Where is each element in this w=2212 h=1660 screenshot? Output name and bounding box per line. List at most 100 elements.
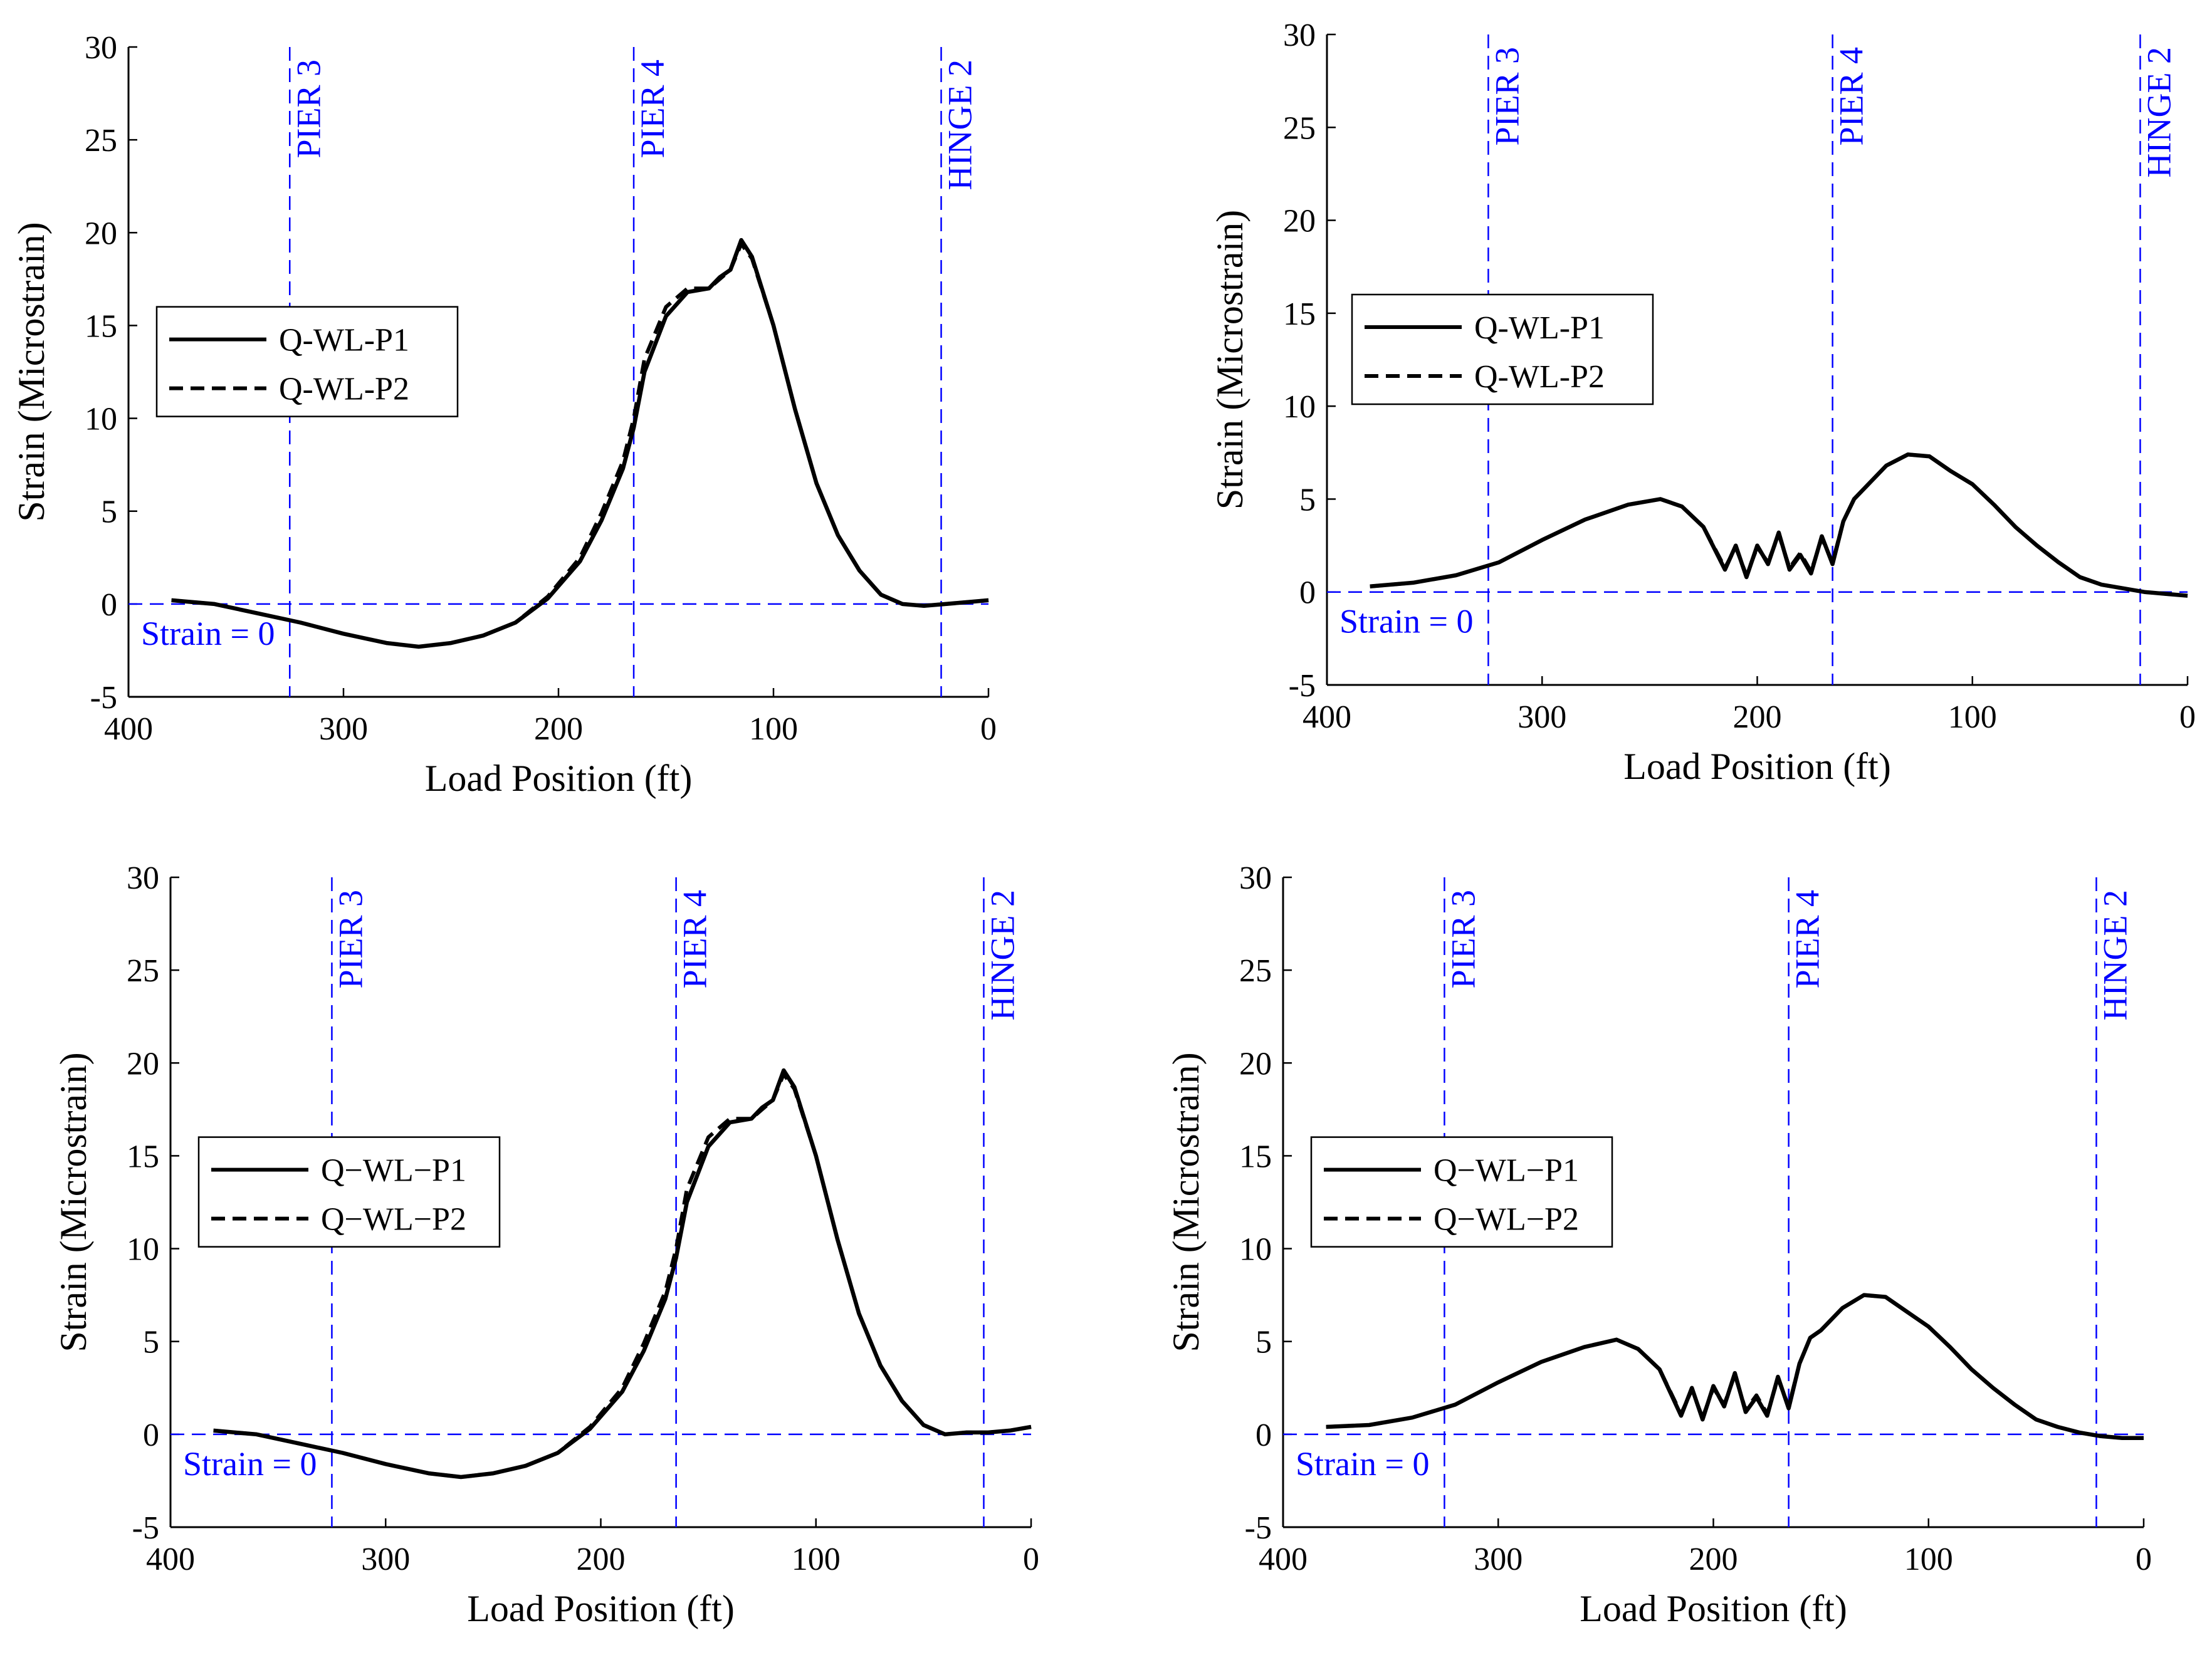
y-tick-label: 20 — [127, 1046, 159, 1082]
y-axis-label: Strain (Microstrain) — [11, 222, 52, 521]
x-tick-label: 200 — [577, 1542, 626, 1577]
y-tick-label: 15 — [1283, 296, 1316, 332]
series-line-p2 — [171, 242, 989, 649]
legend-box — [1351, 293, 1654, 405]
x-tick-label: 200 — [1733, 699, 1782, 735]
legend-entry: Q−WL−P2 — [321, 1202, 466, 1238]
y-tick-label: 15 — [127, 1139, 159, 1174]
chart-panel-bottom-left: -5 0 5 10 15 20 25 30 400 300 200 100 0 Load Position… — [53, 860, 1039, 1629]
y-tick-label: 0 — [1255, 1417, 1272, 1453]
reference-line-label: HINGE 2 — [2140, 47, 2178, 177]
legend-entry: Q−WL−P1 — [1434, 1153, 1579, 1189]
x-tick-label: 0 — [2179, 699, 2196, 735]
reference-line-label: HINGE 2 — [983, 890, 1021, 1020]
chart-panel-top-right: -5 0 5 10 15 20 25 30 400 300 200 100 0 Load Position… — [1209, 18, 2196, 787]
legend-entry: Q-WL-P1 — [279, 323, 409, 358]
y-tick-label: 30 — [1239, 860, 1272, 896]
x-axis-label: Load Position (ft) — [467, 1588, 735, 1629]
reference-line-label: PIER 3 — [290, 60, 327, 159]
chart-panel-bottom-right: -5 0 5 10 15 20 25 30 400 300 200 100 0 Load Position… — [1165, 860, 2152, 1629]
y-tick-label: 10 — [1283, 389, 1316, 425]
x-tick-label: 400 — [146, 1542, 195, 1577]
y-tick-label: -5 — [1245, 1510, 1272, 1546]
reference-line-label: PIER 4 — [1833, 47, 1870, 146]
zero-line-label: Strain = 0 — [183, 1445, 317, 1483]
y-tick-label: 30 — [1283, 18, 1316, 53]
zero-line-label: Strain = 0 — [141, 615, 275, 652]
y-tick-label: 20 — [1283, 204, 1316, 239]
y-tick-label: 30 — [127, 860, 159, 896]
x-tick-label: 400 — [104, 711, 153, 747]
y-tick-label: -5 — [1289, 668, 1316, 704]
reference-line-label: PIER 3 — [332, 890, 369, 989]
x-tick-label: 300 — [361, 1542, 410, 1577]
y-tick-label: 5 — [143, 1325, 159, 1360]
reference-line-label: PIER 4 — [1789, 890, 1827, 989]
series-line-p1 — [213, 1068, 1032, 1480]
x-tick-label: 100 — [1904, 1542, 1953, 1577]
y-tick-label: 30 — [85, 30, 117, 66]
series-line-p2 — [213, 1072, 1032, 1479]
x-tick-label: 200 — [534, 711, 583, 747]
reference-line-label: PIER 3 — [1444, 890, 1482, 989]
x-axis-label: Load Position (ft) — [425, 758, 693, 799]
x-tick-label: 0 — [980, 711, 997, 747]
y-tick-label: -5 — [90, 680, 117, 716]
series-line-p1 — [1326, 1293, 2144, 1441]
y-tick-label: 5 — [1255, 1325, 1272, 1360]
y-axis-label: Strain (Microstrain) — [1209, 210, 1250, 509]
zero-line-label: Strain = 0 — [1296, 1445, 1429, 1483]
y-tick-label: 15 — [1239, 1139, 1272, 1174]
x-tick-label: 400 — [1303, 699, 1351, 735]
chart-panel-top-left: -5 0 5 10 15 20 25 30 400 300 200 100 0 Load Position… — [11, 30, 997, 799]
y-tick-label: -5 — [132, 1510, 159, 1546]
reference-line-label: HINGE 2 — [941, 60, 979, 190]
y-tick-label: 25 — [127, 953, 159, 989]
x-tick-label: 400 — [1259, 1542, 1308, 1577]
reference-line-label: HINGE 2 — [2096, 890, 2134, 1020]
x-tick-label: 100 — [1948, 699, 1997, 735]
y-axis-label: Strain (Microstrain) — [1165, 1052, 1207, 1352]
zero-line-label: Strain = 0 — [1339, 603, 1473, 640]
y-tick-label: 10 — [85, 402, 117, 437]
legend-box — [155, 306, 459, 417]
legend-entry: Q-WL-P2 — [1474, 359, 1605, 395]
y-tick-label: 10 — [1239, 1232, 1272, 1268]
legend-box — [1310, 1136, 1613, 1248]
x-tick-label: 0 — [1023, 1542, 1039, 1577]
x-axis-label: Load Position (ft) — [1580, 1588, 1847, 1629]
legend-entry: Q−WL−P2 — [1434, 1202, 1579, 1238]
legend-entry: Q−WL−P1 — [321, 1153, 466, 1189]
reference-line-label: PIER 4 — [634, 60, 671, 159]
y-tick-label: 15 — [85, 308, 117, 344]
y-tick-label: 25 — [85, 123, 117, 159]
y-tick-label: 0 — [1299, 575, 1316, 611]
y-tick-label: 5 — [1299, 482, 1316, 518]
y-tick-label: 25 — [1283, 110, 1316, 146]
x-tick-label: 200 — [1689, 1542, 1738, 1577]
y-axis-label: Strain (Microstrain) — [53, 1052, 94, 1352]
legend-entry: Q-WL-P2 — [279, 372, 409, 407]
x-tick-label: 300 — [1474, 1542, 1523, 1577]
y-tick-label: 10 — [127, 1232, 159, 1268]
series-line-p1 — [1370, 452, 2188, 598]
series-line-p1 — [171, 238, 989, 649]
x-tick-label: 0 — [2136, 1542, 2152, 1577]
legend-entry: Q-WL-P1 — [1474, 310, 1605, 346]
y-tick-label: 0 — [143, 1417, 159, 1453]
y-tick-label: 0 — [101, 587, 117, 623]
y-tick-label: 20 — [85, 216, 117, 251]
x-axis-label: Load Position (ft) — [1623, 746, 1891, 787]
y-tick-label: 20 — [1239, 1046, 1272, 1082]
x-tick-label: 100 — [792, 1542, 841, 1577]
series-line-p2 — [1326, 1293, 2144, 1440]
x-tick-label: 300 — [1517, 699, 1566, 735]
series-line-p2 — [1370, 452, 2188, 598]
legend-box — [197, 1136, 501, 1248]
y-tick-label: 25 — [1239, 953, 1272, 989]
x-tick-label: 300 — [319, 711, 368, 747]
y-tick-label: 5 — [101, 494, 117, 530]
reference-line-label: PIER 4 — [676, 890, 714, 989]
reference-line-label: PIER 3 — [1488, 47, 1526, 146]
